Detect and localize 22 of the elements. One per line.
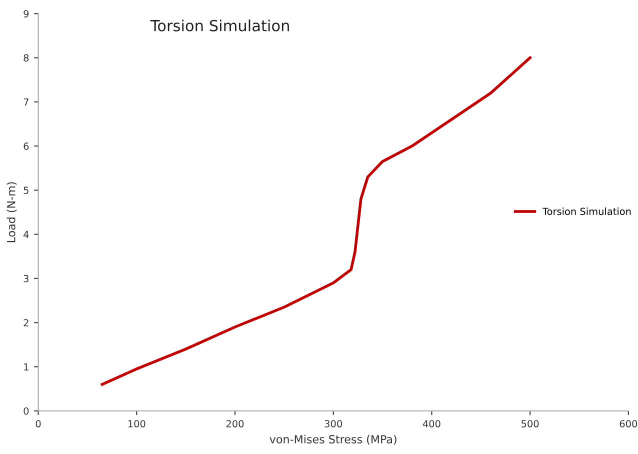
y-tick-label: 2: [24, 319, 28, 326]
legend-label: Torsion Simulation: [542, 208, 631, 216]
x-tick-label: 500: [522, 420, 539, 428]
y-tick-label: 4: [24, 230, 29, 238]
x-tick-label: 100: [128, 420, 146, 428]
chart-title: Torsion Simulation: [150, 20, 289, 32]
y-tick-label: 5: [24, 186, 28, 194]
x-axis-title: von-Mises Stress (MPa): [270, 434, 396, 445]
y-tick-label: 0: [24, 407, 29, 415]
x-tick-label: 300: [324, 420, 342, 428]
y-tick-label: 9: [24, 10, 29, 18]
y-tick-label: 3: [24, 274, 28, 282]
x-tick-label: 0: [36, 420, 41, 428]
x-tick-label: 400: [422, 420, 440, 428]
x-tick-label: 600: [620, 420, 638, 428]
y-tick-label: 8: [24, 54, 29, 62]
line-series: [100, 56, 532, 386]
y-tick-label: 7: [24, 98, 28, 106]
y-axis-title: Load (N-m): [6, 182, 17, 242]
x-tick-label: 200: [226, 420, 244, 428]
y-tick-label: 6: [24, 142, 29, 150]
y-tick-label: 1: [24, 363, 28, 370]
